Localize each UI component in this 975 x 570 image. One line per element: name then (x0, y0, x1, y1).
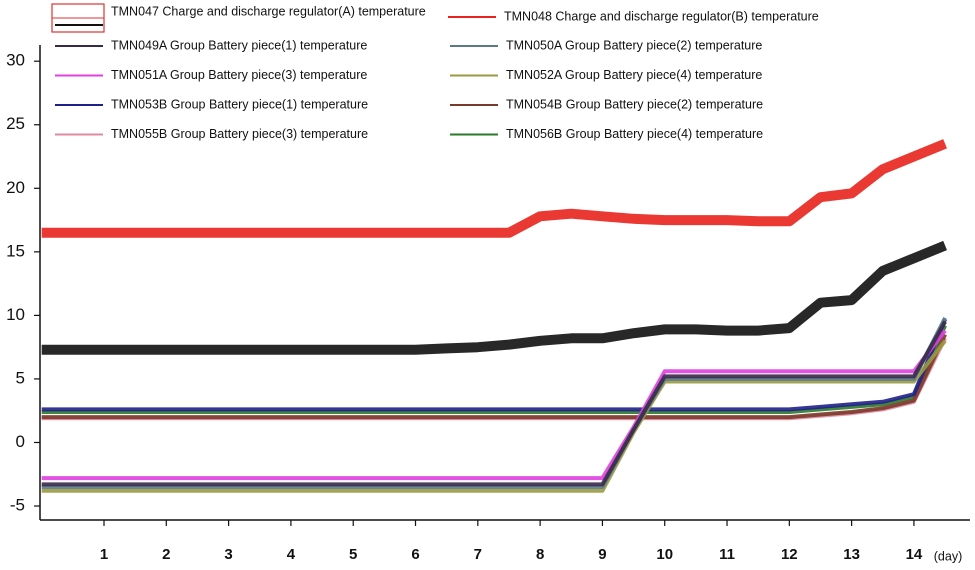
x-tick-label: 7 (474, 546, 482, 563)
series-line (41, 333, 947, 420)
x-tick-label: 5 (349, 546, 357, 563)
legend-label: TMN053B Group Battery piece(1) temperatu… (111, 97, 368, 111)
x-tick-label: 14 (906, 546, 923, 563)
y-tick-label: 5 (16, 368, 25, 387)
series-line (41, 320, 947, 487)
x-tick-label: 8 (536, 546, 544, 563)
x-tick-label: 10 (656, 546, 673, 563)
x-tick-label: 9 (598, 546, 606, 563)
y-tick-label: -5 (10, 496, 25, 515)
series-line (41, 240, 947, 355)
legend-label: TMN047 Charge and discharge regulator(A)… (111, 4, 426, 18)
legend-label: TMN054B Group Battery piece(2) temperatu… (506, 97, 763, 111)
x-tick-label: 2 (162, 546, 170, 563)
legend-label: TMN051A Group Battery piece(3) temperatu… (111, 68, 367, 82)
y-tick-label: 25 (6, 114, 25, 133)
legend-label: TMN055B Group Battery piece(3) temperatu… (111, 127, 368, 141)
y-tick-label: 0 (16, 432, 25, 451)
legend-label: TMN048 Charge and discharge regulator(B)… (504, 9, 819, 23)
x-tick-label: 11 (719, 546, 735, 563)
legend-label: TMN056B Group Battery piece(4) temperatu… (506, 127, 763, 141)
y-tick-label: 20 (6, 178, 25, 197)
series-line (41, 139, 947, 238)
x-tick-label: 6 (411, 546, 419, 563)
legend-label: TMN052A Group Battery piece(4) temperatu… (506, 68, 762, 82)
legend-label: TMN050A Group Battery piece(2) temperatu… (506, 38, 762, 52)
y-tick-label: 30 (6, 51, 25, 70)
x-axis-label: (day) (934, 549, 962, 563)
x-tick-label: 3 (224, 546, 232, 563)
y-tick-label: 15 (6, 241, 25, 260)
series-line (41, 324, 947, 414)
series-line (41, 316, 947, 489)
x-tick-label: 4 (287, 546, 296, 563)
series-line (41, 318, 947, 412)
x-tick-label: 12 (781, 546, 798, 563)
legend-label: TMN049A Group Battery piece(1) temperatu… (111, 38, 367, 52)
series-line (41, 339, 947, 493)
y-tick-label: 10 (6, 305, 25, 324)
series-line (41, 329, 947, 481)
x-tick-label: 13 (843, 546, 860, 563)
x-tick-label: 1 (100, 546, 108, 563)
